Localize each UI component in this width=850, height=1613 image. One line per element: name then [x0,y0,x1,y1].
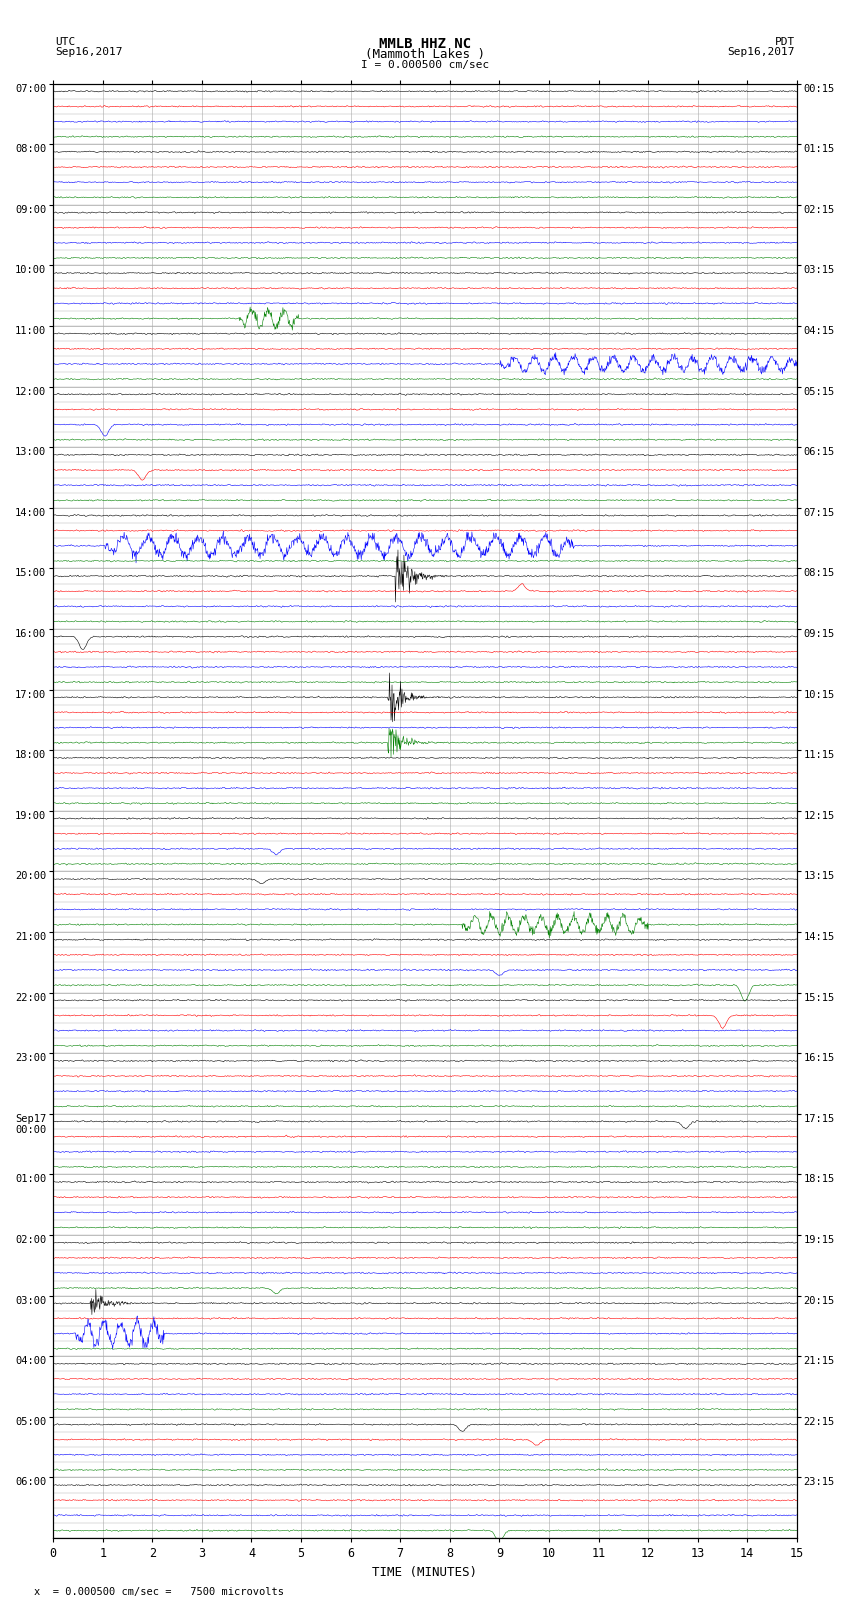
Text: MMLB HHZ NC: MMLB HHZ NC [379,37,471,52]
Text: PDT: PDT [774,37,795,47]
Text: Sep16,2017: Sep16,2017 [728,47,795,56]
Text: Sep16,2017: Sep16,2017 [55,47,122,56]
Text: (Mammoth Lakes ): (Mammoth Lakes ) [365,48,485,61]
Text: x  = 0.000500 cm/sec =   7500 microvolts: x = 0.000500 cm/sec = 7500 microvolts [34,1587,284,1597]
Text: UTC: UTC [55,37,76,47]
Text: I = 0.000500 cm/sec: I = 0.000500 cm/sec [361,60,489,69]
X-axis label: TIME (MINUTES): TIME (MINUTES) [372,1566,478,1579]
